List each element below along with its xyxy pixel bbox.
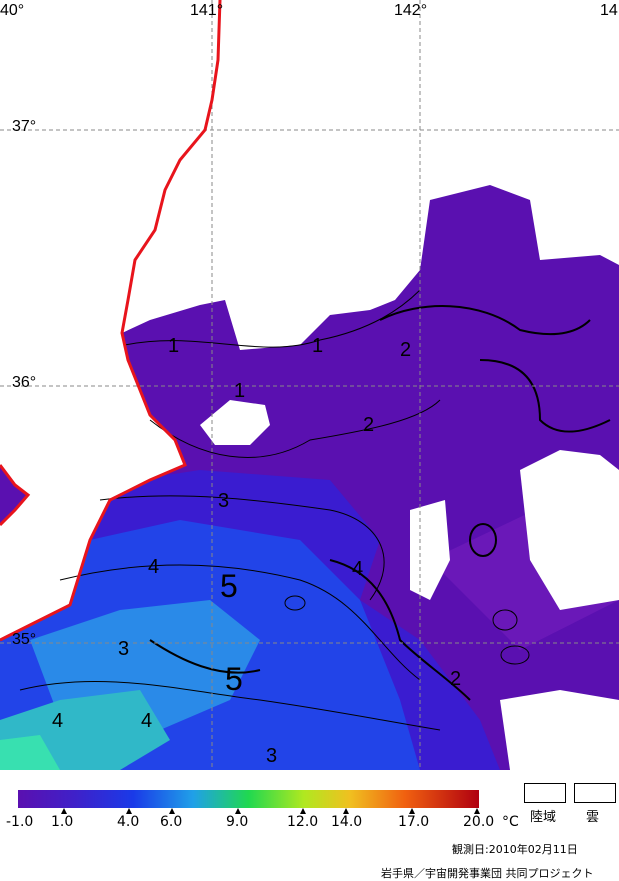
scale-tick-label: 1.0 [51, 814, 74, 830]
contour-label: 4 [141, 710, 152, 732]
lon-label: 141° [190, 2, 224, 19]
lat-label: 36° [12, 374, 37, 391]
contour-label: 1 [234, 380, 245, 402]
contour-label: 4 [52, 710, 63, 732]
contour-label: 3 [218, 490, 229, 512]
scale-tick-label: -1.0 [6, 814, 34, 830]
contour-label: 5 [220, 568, 238, 604]
coastline [0, 0, 222, 642]
lat-label: 37° [12, 118, 37, 135]
contour-label: 1 [168, 335, 179, 357]
contour-label: 4 [352, 558, 363, 580]
scale-tick-label: 20.0 [463, 814, 495, 830]
contour-label: 4 [148, 556, 159, 578]
cloud-legend-swatch [574, 783, 616, 803]
lon-label: 14 [600, 2, 618, 19]
scale-tick-label: 9.0 [226, 814, 249, 830]
contour-label: 3 [118, 638, 129, 660]
scale-tick-label: 12.0 [287, 814, 319, 830]
scale-tick-label: 17.0 [398, 814, 430, 830]
contour-lines [19, 289, 611, 731]
contour-label: 2 [450, 668, 461, 690]
color-scale-bar [18, 790, 480, 814]
contour-label: 5 [225, 661, 243, 697]
lon-label: 142° [394, 2, 428, 19]
contour-value-labels: 1 1 1 2 2 2 3 3 3 4 4 4 4 5 5 [52, 335, 461, 767]
contour-label: 2 [363, 414, 374, 436]
observation-date: 観測日:2010年02月11日 [452, 843, 578, 856]
contour-label: 3 [266, 745, 277, 767]
cloud-gaps [200, 400, 619, 770]
land-legend-swatch [524, 783, 566, 803]
cloud-legend-label: 雲 [586, 810, 600, 825]
lon-label: 40° [0, 2, 25, 19]
scale-tick-label: 6.0 [160, 814, 183, 830]
scale-tick-label: 4.0 [117, 814, 140, 830]
contour-label: 2 [400, 339, 411, 361]
lat-label: 35° [12, 631, 37, 648]
scale-tick-label: 14.0 [331, 814, 363, 830]
graticule [0, 0, 619, 770]
sst-map: 1 1 1 2 2 2 3 3 3 4 4 4 4 5 5 [0, 0, 619, 770]
scale-unit: °C [502, 814, 519, 830]
credit-text: 岩手県／宇宙開発事業団 共同プロジェクト [381, 867, 594, 880]
coastline-west-inlet [0, 464, 31, 527]
contour-label: 1 [312, 335, 323, 357]
land-legend-label: 陸域 [530, 810, 557, 825]
